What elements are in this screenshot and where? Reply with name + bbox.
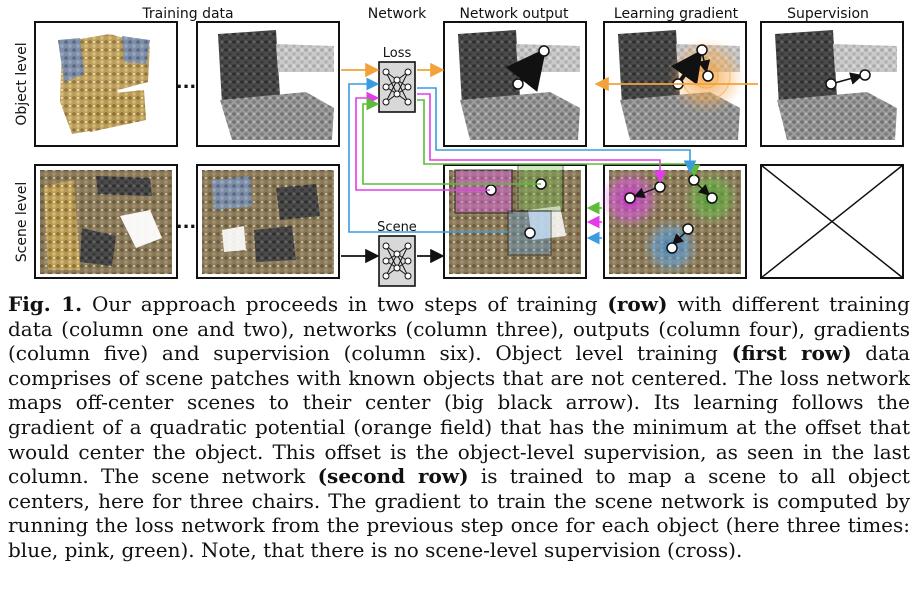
caption-bold-second-row: (second row) (317, 464, 469, 489)
header-network: Network (368, 6, 427, 22)
header-training-data: Training data (141, 6, 233, 22)
loss-network-label: Loss (383, 46, 412, 61)
caption-fig-label: Fig. 1. (8, 292, 83, 316)
caption-bold-first-row: (first row) (731, 341, 852, 366)
figure-diagram: Training data Network Network output Lea… (14, 6, 904, 287)
object-training-panel-2 (196, 21, 340, 147)
scene-gradient-panel (600, 164, 747, 279)
figure-caption: Fig. 1. Our approach proceeds in two ste… (8, 292, 910, 563)
caption-text-4: is trained to map a scene to all object … (8, 464, 910, 562)
loss-network: Loss (378, 46, 416, 113)
caption-bold-row: (row) (607, 292, 668, 316)
object-supervision-panel (760, 21, 904, 147)
caption-text-2: with different training data (column one… (8, 292, 910, 366)
scene-training-panel-2 (196, 164, 340, 279)
object-gradient-panel (603, 21, 747, 147)
object-training-panel-1 (34, 21, 178, 147)
ellipsis-scene: ... (176, 212, 197, 233)
row-label-scene: Scene level (14, 182, 30, 262)
object-output-panel (443, 21, 587, 147)
scene-network: Scene (377, 220, 417, 287)
caption-text-1: Our approach proceeds in two steps of tr… (82, 292, 608, 316)
row-label-object: Object level (14, 42, 30, 125)
scene-output-panel (443, 164, 587, 279)
header-learning-gradient: Learning gradient (614, 6, 739, 22)
header-supervision: Supervision (787, 6, 869, 22)
scene-supervision-cross (760, 164, 904, 279)
header-network-output: Network output (459, 6, 569, 22)
ellipsis-object: ... (176, 72, 197, 93)
scene-training-panel-1 (34, 164, 178, 279)
feedback-arrows (348, 77, 701, 245)
caption-text-3: data comprises of scene patches with kno… (8, 341, 910, 489)
